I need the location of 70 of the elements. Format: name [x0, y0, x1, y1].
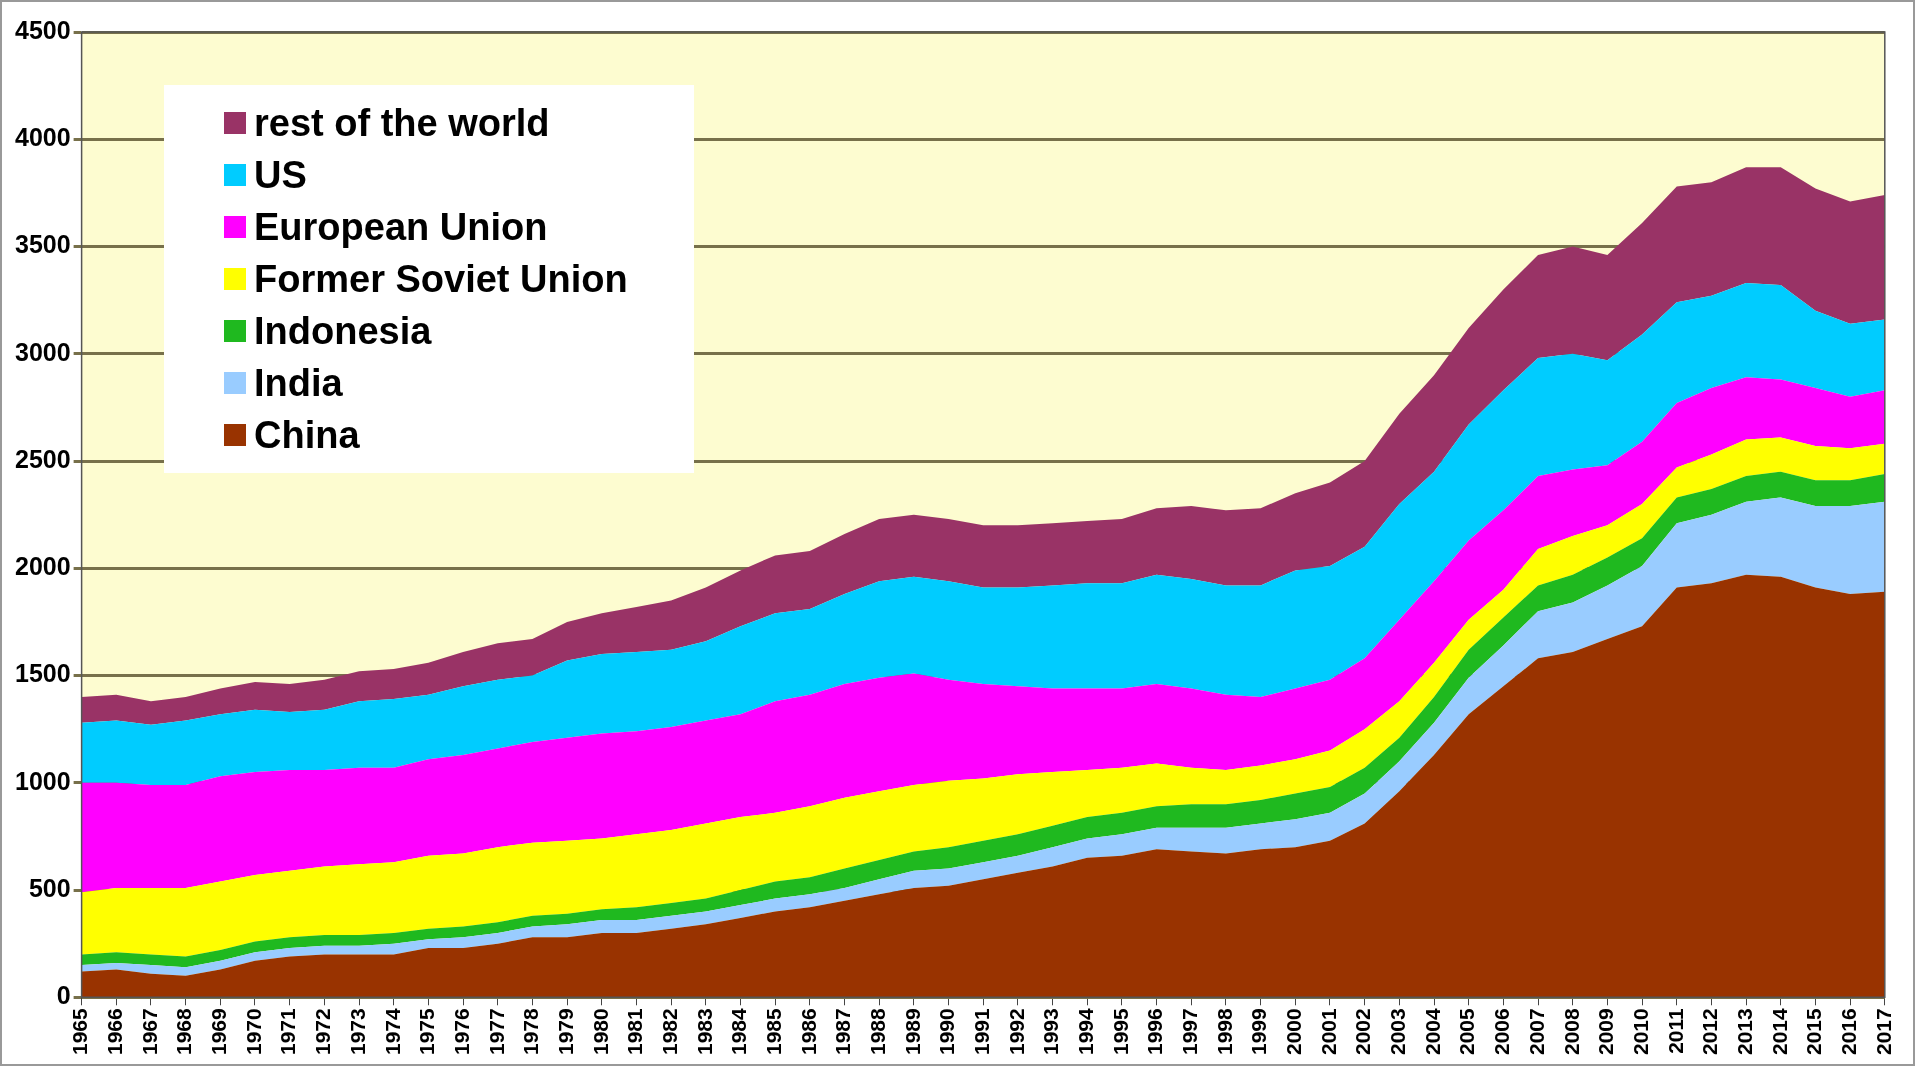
y-tick-label: 1000 — [14, 766, 71, 795]
x-tick-label: 2013 — [1732, 1008, 1756, 1055]
x-tick-label: 1966 — [103, 1008, 127, 1055]
x-tick-label: 1986 — [796, 1008, 820, 1055]
x-tick-label: 1998 — [1212, 1007, 1236, 1055]
x-tick-label: 1999 — [1247, 1008, 1271, 1055]
x-tick-label: 1988 — [865, 1007, 889, 1055]
x-tick-label: 1976 — [449, 1008, 473, 1055]
y-tick-label: 3500 — [14, 230, 71, 259]
y-tick-label: 2500 — [14, 444, 71, 473]
legend-label: US — [254, 153, 307, 197]
y-tick-label: 4500 — [14, 15, 71, 44]
x-tick-label: 1981 — [623, 1007, 647, 1055]
x-tick-label: 2008 — [1559, 1007, 1583, 1055]
x-tick-label: 2006 — [1490, 1008, 1514, 1055]
y-tick-label: 1500 — [14, 659, 71, 688]
legend-label: European Union — [254, 205, 548, 249]
x-tick-label: 2010 — [1628, 1008, 1652, 1055]
x-tick-label: 1994 — [1074, 1007, 1098, 1055]
y-tick-label: 0 — [56, 981, 71, 1010]
x-tick-label: 1975 — [415, 1007, 439, 1055]
x-tick-label: 2009 — [1594, 1008, 1618, 1055]
x-tick-label: 2003 — [1386, 1008, 1410, 1055]
x-tick-label: 1974 — [380, 1007, 404, 1055]
x-tick-label: 2015 — [1802, 1007, 1826, 1055]
x-tick-label: 2001 — [1316, 1007, 1340, 1055]
x-tick-label: 1991 — [970, 1007, 993, 1055]
legend-label: India — [254, 361, 343, 405]
y-tick-label: 500 — [28, 873, 71, 902]
x-tick-label: 1965 — [68, 1007, 92, 1055]
x-tick-label: 1987 — [831, 1008, 855, 1055]
x-tick-label: 1972 — [311, 1008, 335, 1055]
x-tick-label: 1997 — [1178, 1008, 1202, 1055]
legend-label: Indonesia — [254, 309, 432, 353]
x-tick-label: 1990 — [935, 1008, 959, 1055]
x-tick-label: 1980 — [588, 1008, 612, 1055]
x-tick-label: 1992 — [1004, 1008, 1028, 1055]
x-tick-label: 1967 — [137, 1008, 161, 1055]
x-tick-label: 1969 — [207, 1008, 231, 1055]
x-tick-label: 1993 — [1039, 1008, 1063, 1055]
x-tick-label: 2007 — [1524, 1008, 1548, 1055]
x-tick-label: 1978 — [519, 1007, 543, 1055]
y-tick-label: 2000 — [14, 552, 71, 581]
legend-label: China — [254, 413, 360, 457]
x-tick-label: 1995 — [1108, 1007, 1132, 1055]
x-tick-label: 2014 — [1767, 1007, 1791, 1055]
x-tick-label: 1985 — [761, 1007, 785, 1055]
x-tick-label: 1968 — [172, 1007, 196, 1055]
x-tick-label: 1979 — [553, 1008, 577, 1055]
x-tick-label: 1984 — [727, 1007, 751, 1055]
x-tick-label: 1982 — [657, 1008, 681, 1055]
y-tick-label: 4000 — [14, 123, 71, 152]
x-tick-label: 1973 — [345, 1008, 369, 1055]
x-tick-label: 2012 — [1698, 1008, 1722, 1055]
x-tick-label: 2002 — [1351, 1008, 1375, 1055]
x-tick-label: 1983 — [692, 1008, 716, 1055]
legend-label: rest of the world — [254, 101, 550, 145]
x-tick-label: 2017 — [1871, 1008, 1895, 1055]
x-tick-label: 2000 — [1282, 1008, 1306, 1055]
x-tick-label: 2005 — [1455, 1007, 1479, 1055]
y-tick-label: 3000 — [14, 337, 71, 366]
x-tick-label: 1996 — [1143, 1008, 1167, 1055]
x-tick-label: 1971 — [276, 1007, 300, 1055]
x-tick-label: 1977 — [484, 1008, 508, 1055]
x-tick-label: 2004 — [1420, 1007, 1444, 1055]
x-tick-label: 1970 — [241, 1008, 265, 1055]
x-tick-label: 2016 — [1836, 1008, 1860, 1055]
legend-label: Former Soviet Union — [254, 257, 628, 301]
x-tick-label: 1989 — [900, 1008, 924, 1055]
x-tick-label: 2011 — [1663, 1007, 1687, 1054]
